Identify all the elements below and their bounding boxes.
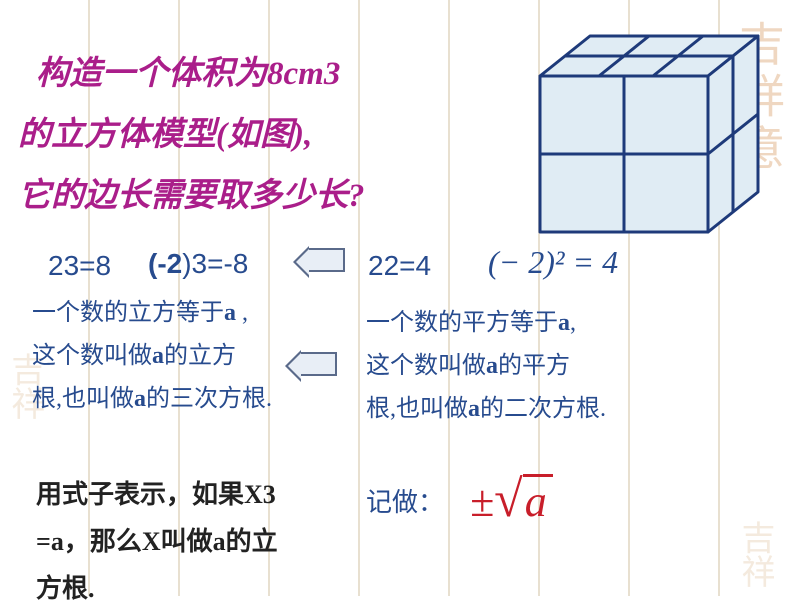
def-line: 根,也叫做a的三次方根. [32,378,322,421]
t: 的立 [226,527,278,556]
t: 的三次方根. [146,386,272,412]
t: 叫做 [161,527,213,556]
a: a [224,300,236,326]
def-line: 这个数叫做a的立方 [32,335,322,378]
t: , [236,300,248,326]
arrow-left-icon [307,248,345,272]
t: 这个数叫做 [366,353,486,379]
cube-diagram [532,28,764,236]
sqrt-expression: ±√a [470,470,553,529]
def-line: 根,也叫做a的二次方根. [366,388,666,431]
def-line: 一个数的立方等于a , [32,292,322,335]
t: 一个数的立方等于 [32,300,224,326]
t: ，那么 [64,527,142,556]
cube-root-definition: 一个数的立方等于a , 这个数叫做a的立方 根,也叫做a的三次方根. [32,292,322,422]
t: 的平方 [498,353,570,379]
t: 用式子表示，如果 [36,480,244,509]
t: 方根. [36,574,95,603]
eq-23-8: 23=8 [48,250,111,282]
def-line: 一个数的平方等于a, [366,302,666,345]
a: a [558,310,570,336]
t: 这个数叫做 [32,343,152,369]
a: a [468,396,480,422]
def-line: 这个数叫做a的平方 [366,345,666,388]
t: 根,也叫做 [366,396,468,422]
a: a [152,343,164,369]
square-root-definition: 一个数的平方等于a, 这个数叫做a的平方 根,也叫做a的二次方根. [366,302,666,432]
heading-line1: 构造一个体积为8cm3 [18,44,365,105]
radicand: a [523,474,553,526]
x3: X3 [244,480,276,509]
question-heading: 构造一个体积为8cm3 的立方体模型(如图), 它的边长需要取多少长? [18,44,365,227]
equation-row: 23=8 (-2)3=-8 22=4 (− 2)² = 4 [0,250,794,290]
t: =a [36,527,64,556]
a: a [134,386,146,412]
formula-statement: 用式子表示，如果X3 =a，那么X叫做a的立 方根. [36,472,346,612]
t: 的立方 [164,343,236,369]
eq2-part-a: (-2 [148,248,182,279]
radical-icon: √ [494,471,523,528]
x: X [142,527,161,556]
eq2-part-b: )3=-8 [182,248,248,279]
slide-content: 构造一个体积为8cm3 的立方体模型(如图), 它的边长需要取多少长? 23=8… [0,0,794,596]
heading-line2: 的立方体模型(如图), [18,105,365,166]
a: a [486,353,498,379]
eq-neg2-sq: (− 2)² = 4 [488,244,618,281]
eq-neg2-cube: (-2)3=-8 [148,248,248,280]
eq-22-4: 22=4 [368,250,431,282]
t: 的二次方根. [480,396,606,422]
a: a [213,527,226,556]
t: , [570,310,576,336]
heading-line3: 它的边长需要取多少长? [18,166,365,227]
plus-minus: ± [470,477,494,526]
t: 一个数的平方等于 [366,310,558,336]
t: 根,也叫做 [32,386,134,412]
denoted-as-label: 记做： [366,480,444,527]
